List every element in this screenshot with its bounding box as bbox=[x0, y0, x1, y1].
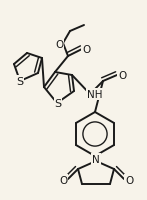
Text: O: O bbox=[55, 40, 63, 50]
Text: S: S bbox=[54, 99, 62, 108]
Text: N: N bbox=[92, 154, 100, 164]
Text: O: O bbox=[82, 45, 90, 55]
Text: O: O bbox=[125, 175, 133, 185]
Text: O: O bbox=[59, 175, 67, 185]
Text: S: S bbox=[16, 77, 24, 87]
Text: O: O bbox=[118, 71, 126, 81]
Text: NH: NH bbox=[87, 90, 103, 100]
